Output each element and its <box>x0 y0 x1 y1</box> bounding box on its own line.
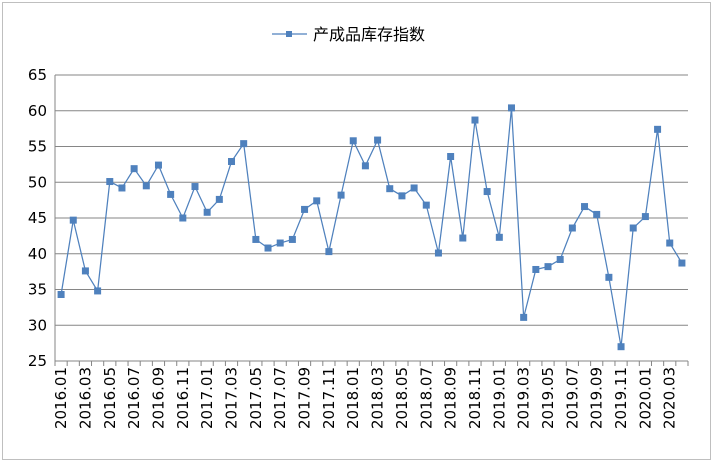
data-point <box>678 259 686 267</box>
data-point <box>520 313 528 321</box>
data-point <box>386 185 394 193</box>
x-tick-label: 2017.03 <box>223 367 241 429</box>
y-tick-label: 55 <box>28 138 47 156</box>
legend-label: 产成品库存指数 <box>313 25 425 44</box>
data-point <box>264 244 272 252</box>
x-tick-label: 2017.05 <box>247 367 265 429</box>
data-point <box>471 116 479 124</box>
data-point <box>215 195 223 203</box>
series-line <box>60 107 683 347</box>
y-tick-label: 35 <box>28 281 47 299</box>
data-point <box>532 265 540 273</box>
data-point <box>179 214 187 222</box>
data-point <box>337 191 345 199</box>
data-point <box>593 210 601 218</box>
x-tick-label: 2016.11 <box>174 367 192 429</box>
data-point <box>142 182 150 190</box>
y-tick-label: 50 <box>28 173 47 191</box>
x-tick-label: 2016.03 <box>76 367 94 429</box>
data-point <box>447 153 455 161</box>
x-tick-label: 2018.01 <box>344 367 362 429</box>
x-tick-label: 2017.09 <box>296 367 314 429</box>
data-point <box>459 234 467 242</box>
data-point <box>167 190 175 198</box>
axes <box>54 75 689 366</box>
x-tick-label: 2018.05 <box>393 367 411 429</box>
y-tick-label: 30 <box>28 316 47 334</box>
y-tick-label: 25 <box>28 352 47 370</box>
x-tick-label: 2020.01 <box>636 367 654 429</box>
data-point <box>81 267 89 275</box>
x-tick-label: 2018.09 <box>442 367 460 429</box>
data-point <box>556 255 564 263</box>
data-point <box>617 343 625 351</box>
data-point <box>154 161 162 169</box>
data-point <box>252 235 260 243</box>
data-point <box>361 162 369 170</box>
x-tick-label: 2019.05 <box>539 367 557 429</box>
data-point <box>483 188 491 196</box>
data-point <box>605 273 613 281</box>
data-point <box>629 224 637 232</box>
data-point <box>654 125 662 133</box>
x-tick-label: 2016.07 <box>125 367 143 429</box>
x-tick-label: 2016.05 <box>101 367 119 429</box>
data-point <box>313 197 321 205</box>
data-point <box>130 165 138 173</box>
data-point <box>203 208 211 216</box>
x-tick-label: 2019.07 <box>563 367 581 429</box>
x-tick-label: 2018.07 <box>417 367 435 429</box>
x-tick-label: 2019.11 <box>612 367 630 429</box>
y-tick-label: 60 <box>28 102 47 120</box>
x-tick-labels: 2016.01 2016.03 2016.05 2016.07 2016.09 2016.… <box>52 367 679 429</box>
data-point <box>118 184 126 192</box>
y-tick-label: 45 <box>28 209 47 227</box>
data-point <box>666 239 674 247</box>
data-point <box>568 224 576 232</box>
data-point <box>410 184 418 192</box>
x-tick-label: 2017.11 <box>320 367 338 429</box>
data-point <box>434 249 442 257</box>
data-point <box>641 213 649 221</box>
x-tick-label: 2020.03 <box>661 367 679 429</box>
data-point <box>288 235 296 243</box>
data-point <box>106 178 114 186</box>
legend: 产成品库存指数 <box>272 25 425 44</box>
data-point <box>57 291 65 298</box>
y-tick-labels: 25 30 35 40 45 50 55 60 65 <box>28 66 47 370</box>
x-tick-label: 2017.01 <box>198 367 216 429</box>
grid-lines <box>55 74 688 326</box>
data-point <box>240 140 248 148</box>
data-point <box>191 183 199 191</box>
data-point <box>276 239 284 247</box>
data-point <box>398 192 406 200</box>
x-tick-label: 2019.03 <box>515 367 533 429</box>
data-point <box>422 201 430 209</box>
data-point <box>301 205 309 213</box>
x-tick-label: 2018.11 <box>466 367 484 429</box>
x-tick-label: 2019.09 <box>588 367 606 429</box>
x-tick-label: 2018.03 <box>369 367 387 429</box>
data-point <box>228 158 236 166</box>
data-point <box>581 203 589 211</box>
data-point <box>325 248 333 256</box>
x-tick-label: 2017.07 <box>271 367 289 429</box>
data-point <box>374 136 382 144</box>
legend-marker <box>286 31 292 37</box>
data-point <box>507 104 515 112</box>
data-point <box>495 233 503 241</box>
x-tick-label: 2016.01 <box>52 367 70 429</box>
y-tick-label: 65 <box>28 66 47 84</box>
data-point <box>94 287 102 295</box>
series-polyline <box>60 107 683 347</box>
data-point <box>349 137 357 145</box>
chart-frame <box>2 2 711 460</box>
data-point <box>69 216 77 224</box>
data-point <box>544 263 552 271</box>
y-tick-label: 40 <box>28 245 47 263</box>
data-points <box>57 104 686 351</box>
x-tick-label: 2019.01 <box>490 367 508 429</box>
x-tick-label: 2016.09 <box>149 367 167 429</box>
